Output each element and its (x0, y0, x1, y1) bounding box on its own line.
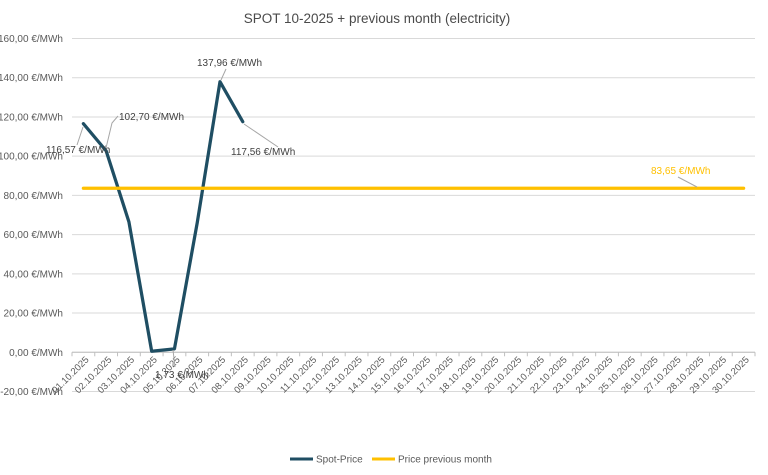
legend-label-previous-month: Price previous month (398, 455, 492, 466)
y-axis-tick-label: 120,00 €/MWh (0, 112, 63, 123)
spot-price-line (81, 80, 245, 353)
y-axis-tick-label: 60,00 €/MWh (4, 230, 63, 241)
y-axis-tick-label: 140,00 €/MWh (0, 73, 63, 84)
data-label: 117,56 €/MWh (231, 147, 295, 158)
data-label: 102,70 €/MWh (119, 112, 184, 123)
y-axis-tick-label: 20,00 €/MWh (4, 309, 63, 320)
y-axis-tick-label: 40,00 €/MWh (4, 269, 63, 280)
data-label-leader (243, 123, 279, 148)
y-axis-layer: 160,00 €/MWh 140,00 €/MWh 120,00 €/MWh 100,… (0, 34, 63, 398)
y-axis-tick-label: 0,00 €/MWh (9, 348, 63, 359)
y-axis-tick-label: 160,00 €/MWh (0, 34, 63, 45)
series-layer (81, 80, 746, 353)
y-axis-tick-label: 80,00 €/MWh (4, 191, 63, 202)
gridlines-layer (72, 38, 755, 392)
data-label-leader (172, 349, 176, 368)
legend-label-spot-price: Spot-Price (316, 455, 363, 466)
data-label: 116,57 €/MWh (46, 145, 110, 156)
data-label-leader (677, 176, 698, 188)
data-label: 83,65 €/MWh (651, 166, 710, 177)
chart-title: SPOT 10-2025 + previous month (electrici… (244, 11, 511, 26)
data-label: 137,96 €/MWh (197, 58, 262, 69)
data-label-leader (105, 115, 119, 149)
data-label: 1,73 €/MWh (155, 370, 209, 381)
y-axis-tick-label: -20,00 €/MWh (0, 387, 63, 398)
legend: Spot-Price Price previous month (290, 455, 492, 466)
annotations-layer: 116,57 €/MWh 102,70 €/MWh 137,96 €/MWh 117,… (46, 58, 710, 381)
data-label-leader (220, 68, 227, 81)
y-axis-tick-label: 100,00 €/MWh (0, 152, 63, 163)
data-label-leader (76, 126, 84, 146)
